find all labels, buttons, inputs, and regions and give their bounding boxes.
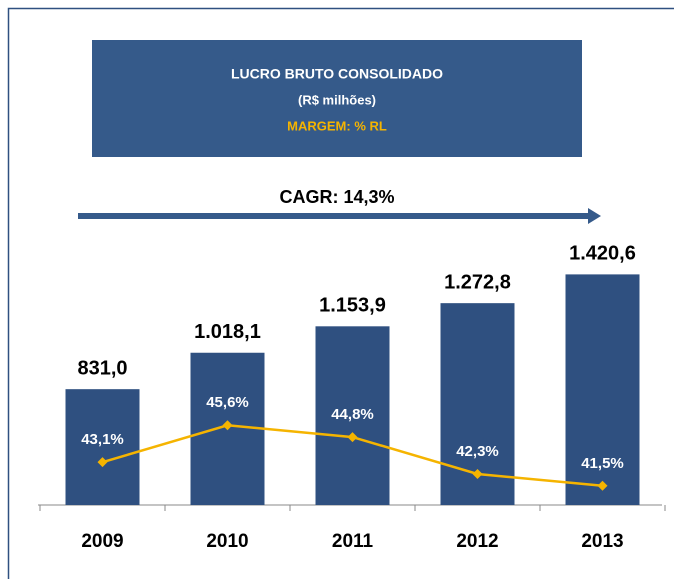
margin-marker bbox=[597, 480, 608, 491]
margin-marker bbox=[472, 468, 483, 479]
annotation: CAGR: 14,3% bbox=[279, 187, 394, 207]
margin-label: 45,6% bbox=[206, 394, 249, 411]
margin-marker bbox=[97, 457, 108, 468]
bar bbox=[565, 274, 640, 505]
line-title: MARGEM: % RL bbox=[287, 118, 387, 133]
bar bbox=[65, 389, 140, 505]
chart-subtitle: (R$ milhões) bbox=[298, 92, 376, 107]
chart-title: LUCRO BRUTO CONSOLIDADO bbox=[231, 66, 443, 82]
margin-label: 44,8% bbox=[331, 406, 374, 423]
margin-marker bbox=[222, 420, 233, 431]
bar-value-label: 1.420,6 bbox=[569, 243, 636, 265]
x-tick-label: 2010 bbox=[206, 531, 248, 552]
bar-value-label: 1.153,9 bbox=[319, 295, 386, 317]
margin-label: 41,5% bbox=[581, 455, 624, 472]
bar-value-label: 831,0 bbox=[77, 357, 127, 379]
margin-label: 42,3% bbox=[456, 443, 499, 460]
x-tick-label: 2009 bbox=[81, 531, 123, 552]
margin-marker bbox=[347, 432, 358, 443]
bar-value-label: 1.272,8 bbox=[444, 271, 511, 293]
arrow-head bbox=[588, 208, 601, 224]
x-tick-label: 2012 bbox=[456, 531, 498, 552]
title-box bbox=[92, 40, 582, 157]
bar bbox=[315, 326, 390, 505]
x-tick-label: 2011 bbox=[332, 531, 374, 552]
arrow-shaft bbox=[78, 213, 590, 219]
bar-value-label: 1.018,1 bbox=[194, 321, 261, 343]
x-tick-label: 2013 bbox=[581, 531, 623, 552]
margin-label: 43,1% bbox=[81, 431, 124, 448]
frame bbox=[7, 7, 674, 579]
